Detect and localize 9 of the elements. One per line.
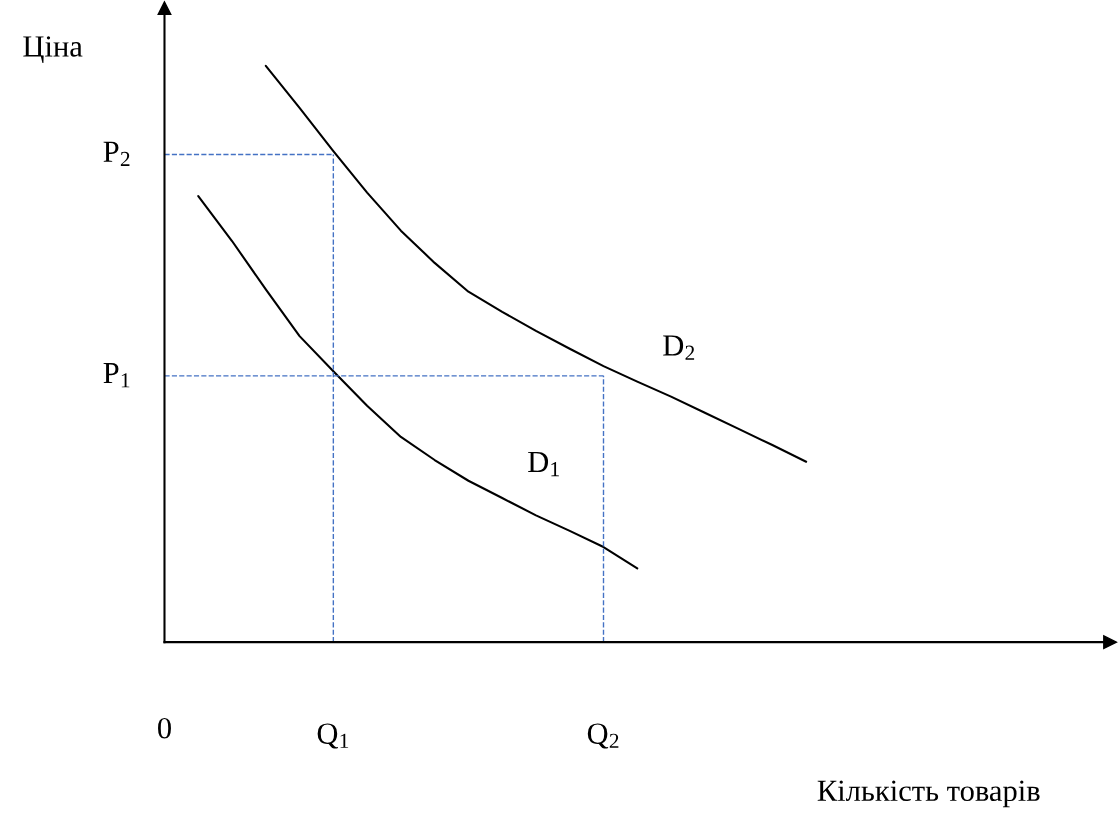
y-axis-title: Ціна (23, 36, 83, 63)
text: 0 (158, 717, 171, 739)
ref-line-label: P$_{1}$ (103, 363, 130, 388)
series-label: D$_{2}$ (663, 335, 695, 360)
series-label: D$_{1}$ (528, 451, 559, 477)
x-axis-title: Кількість товарів (817, 780, 1040, 808)
x-tick-label: Q$_{2}$ (587, 723, 619, 749)
x-tick-label: Q$_{1}$ (317, 723, 349, 749)
ref-line-label: P$_{2}$ (103, 141, 130, 166)
